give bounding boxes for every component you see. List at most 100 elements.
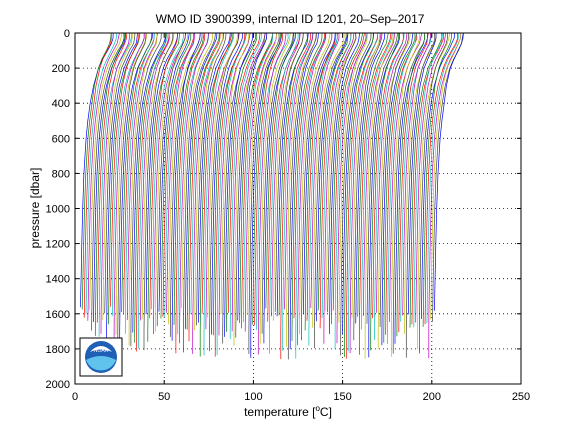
profile-line [345, 33, 378, 359]
profile-line [175, 33, 206, 354]
profile-line [124, 33, 155, 334]
profile-line [340, 33, 372, 356]
profile-line [89, 33, 123, 310]
profile-line [130, 33, 162, 347]
profile-line [194, 33, 224, 331]
profile-line [171, 33, 201, 341]
profile-line [235, 33, 266, 338]
noaa-logo-wave [86, 356, 116, 371]
profile-line [284, 33, 314, 310]
profile-line [342, 33, 375, 335]
profile-line [308, 33, 339, 346]
profile-line [398, 33, 429, 333]
profile-line [186, 33, 220, 330]
profile-line [81, 33, 112, 310]
profile-line [383, 33, 416, 343]
profile-line [360, 33, 393, 330]
profile-line [302, 33, 336, 314]
profile-line [278, 33, 308, 316]
profile-line [181, 33, 214, 309]
profile-line [379, 33, 409, 327]
profile-line [91, 33, 125, 331]
profile-line [271, 33, 301, 317]
profile-line [227, 33, 261, 313]
profile-line [233, 33, 268, 346]
profile-line [289, 33, 319, 350]
profile-line [151, 33, 185, 310]
profile-line [282, 33, 313, 351]
profile-line [357, 33, 389, 317]
profile-line [355, 33, 386, 324]
profile-line [317, 33, 349, 311]
profile-line [100, 33, 131, 334]
profile-line [424, 33, 459, 325]
profile-line [259, 33, 291, 344]
profile-line [231, 33, 266, 332]
profile-line [239, 33, 274, 324]
y-axis-label: pressure [dbar] [28, 168, 42, 249]
x-axis-label-sup: o [315, 404, 320, 413]
x-axis-label: temperature [oC] [244, 404, 332, 419]
profile-line [143, 33, 174, 351]
profile-line [291, 33, 323, 341]
profile-line [405, 33, 436, 358]
y-tick-label: 2000 [46, 379, 70, 391]
profile-line [387, 33, 417, 344]
profile-line [257, 33, 287, 355]
profile-line [329, 33, 360, 334]
profile-line [263, 33, 296, 344]
profile-line [377, 33, 411, 349]
profile-line [104, 33, 136, 314]
profile-line [241, 33, 274, 329]
profile-line [226, 33, 258, 332]
profile-line [252, 33, 282, 325]
profile-line [158, 33, 190, 312]
profile-line [209, 33, 239, 352]
profile-line [280, 33, 312, 359]
profile-line [113, 33, 145, 349]
profile-line [220, 33, 250, 315]
profile-line [93, 33, 127, 323]
profile-line [108, 33, 141, 325]
y-tick-label: 1000 [46, 204, 70, 216]
y-tick-label: 0 [64, 28, 70, 40]
profile-line [224, 33, 254, 337]
profile-line [136, 33, 170, 352]
profile-line [242, 33, 274, 323]
profile-line [396, 33, 425, 337]
profile-line [351, 33, 381, 319]
profile-line [381, 33, 414, 346]
profile-line [366, 33, 399, 324]
profile-line [96, 33, 127, 323]
profile-line [222, 33, 257, 344]
profile-line [254, 33, 284, 326]
profile-line [417, 33, 450, 349]
profile-line [154, 33, 188, 332]
profile-line [415, 33, 447, 323]
profile-line [353, 33, 383, 341]
profile-line [138, 33, 168, 349]
x-tick-label: 250 [512, 391, 530, 403]
profile-line [269, 33, 299, 354]
profile-line [98, 33, 133, 337]
noaa-logo-gull [90, 346, 112, 352]
chart-title: WMO ID 3900399, internal ID 1201, 20–Sep… [156, 12, 425, 26]
profile-line [145, 33, 179, 315]
profile-line [336, 33, 367, 344]
ticks-layer: 0 50 100 150 200 250 0 200 400 600 800 1000 1200 1400… [46, 28, 531, 403]
profile-line [325, 33, 356, 311]
profile-line [274, 33, 304, 312]
profile-line [331, 33, 364, 325]
profile-line [332, 33, 365, 311]
profile-line [286, 33, 317, 347]
profile-line [128, 33, 158, 346]
y-tick-label: 800 [52, 168, 70, 180]
profile-line [364, 33, 394, 359]
profile-line [207, 33, 239, 318]
x-tick-label: 150 [333, 391, 351, 403]
profile-line [106, 33, 138, 352]
profile-line [169, 33, 203, 337]
x-tick-label: 50 [158, 391, 170, 403]
profile-line [248, 33, 280, 354]
